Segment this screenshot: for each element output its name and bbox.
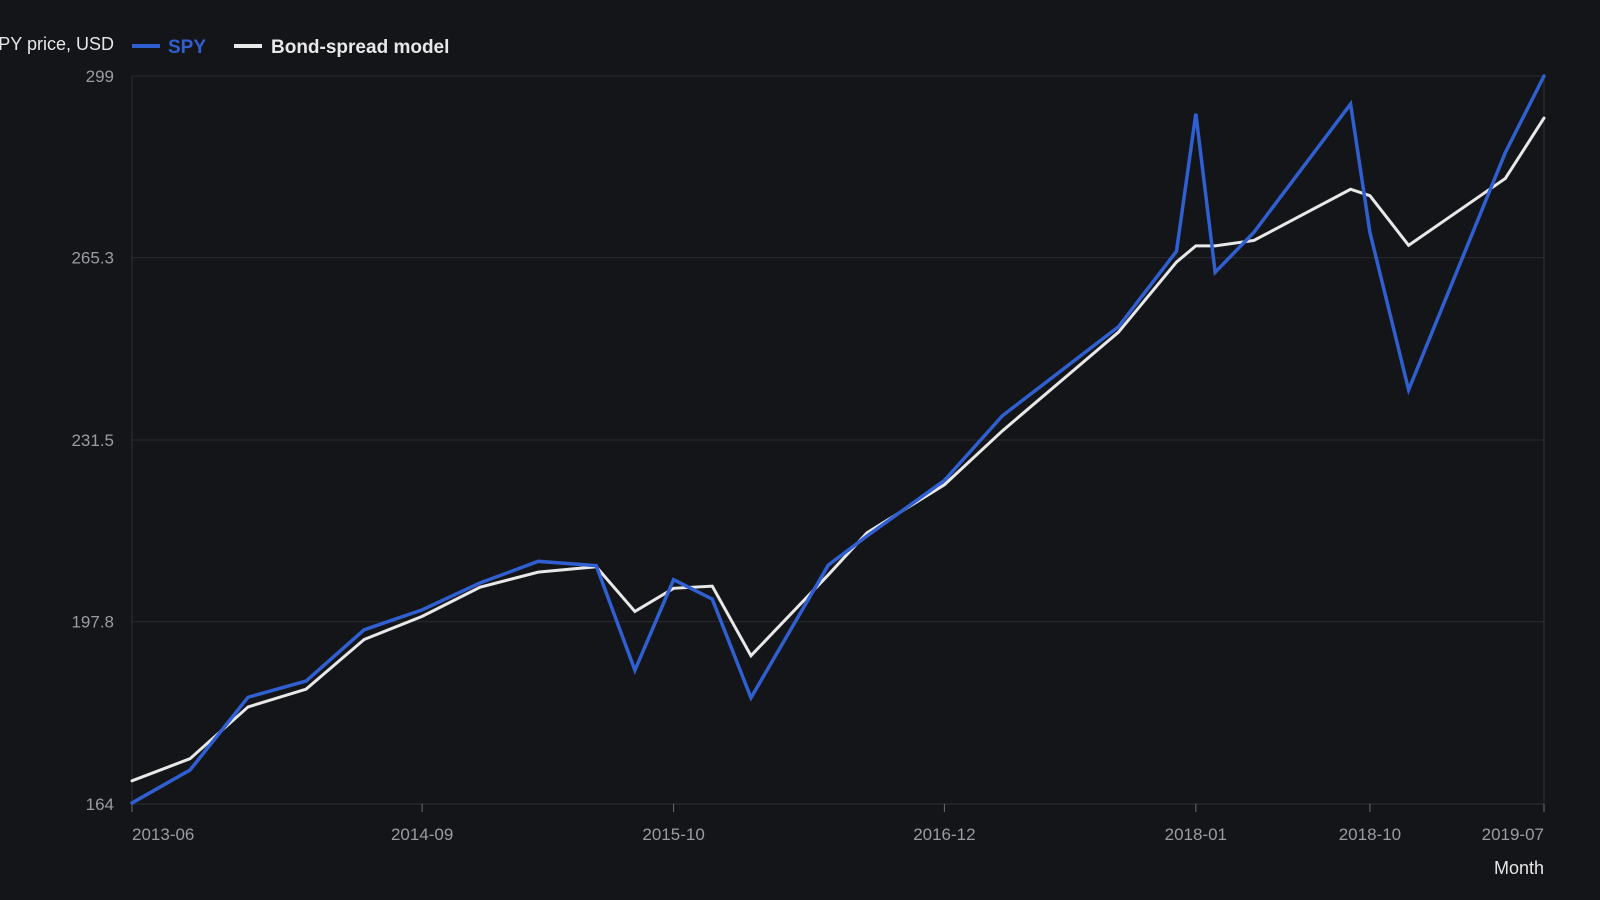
series-layer — [130, 74, 1546, 805]
x-tick-label: 2019-07 — [1482, 825, 1544, 844]
x-axis-title: Month — [1494, 858, 1544, 878]
x-tick-label: 2013-06 — [132, 825, 194, 844]
legend-label-bond-spread-model: Bond-spread model — [271, 37, 449, 58]
axis-layer: 164 197.8 231.5 265.3 299 2013-06 2014-09 2015-… — [71, 67, 1545, 844]
series-line-bond-spread-model — [130, 116, 1546, 783]
x-tick-label: 2015-10 — [642, 825, 704, 844]
y-tick-label: 231.5 — [71, 431, 114, 450]
x-tick-label: 2018-10 — [1339, 825, 1401, 844]
x-tick-label: 2016-12 — [913, 825, 975, 844]
y-tick-label: 299 — [86, 67, 114, 86]
x-tick-label: 2018-01 — [1165, 825, 1227, 844]
x-tick-label: 2014-09 — [391, 825, 453, 844]
legend: SPY price, USD SPY Bond-spread model — [0, 34, 449, 58]
y-tick-label: 197.8 — [71, 613, 114, 632]
y-tick-label: 164 — [86, 795, 114, 814]
legend-label-spy: SPY — [168, 37, 206, 58]
series-line-spy — [130, 74, 1546, 805]
grid-layer — [131, 75, 1545, 805]
y-axis-title: SPY price, USD — [0, 34, 114, 54]
y-tick-label: 265.3 — [71, 249, 114, 268]
